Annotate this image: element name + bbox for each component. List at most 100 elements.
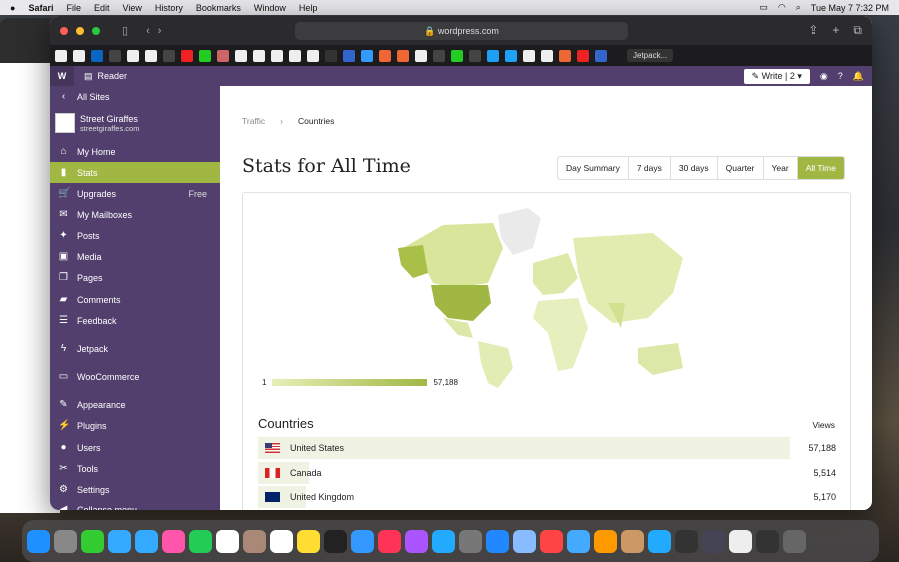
bookmark-icon[interactable] (397, 49, 409, 62)
dock-app-icon[interactable] (594, 529, 617, 553)
dock-app-icon[interactable] (648, 529, 671, 553)
dock-app-icon[interactable] (54, 529, 77, 553)
write-button[interactable]: ✎ Write | 2 ▾ (743, 68, 810, 84)
menu-edit[interactable]: Edit (93, 2, 110, 13)
bookmark-icon[interactable] (469, 49, 481, 62)
minimize-button[interactable] (76, 26, 84, 35)
clock[interactable]: Tue May 7 7:32 PM (810, 2, 889, 13)
bookmark-icon[interactable] (487, 49, 499, 62)
bookmark-icon[interactable] (55, 49, 67, 62)
forward-icon[interactable]: › (157, 24, 162, 37)
period-quarter[interactable]: Quarter (716, 157, 763, 179)
sidebar-item-settings[interactable]: ⚙ Settings (50, 479, 220, 500)
bookmark-icon[interactable] (145, 49, 157, 62)
dock-app-icon[interactable] (243, 529, 266, 553)
apple-icon[interactable]: ● (10, 2, 16, 13)
dock-app-icon[interactable] (216, 529, 239, 553)
bookmark-icon[interactable] (307, 49, 319, 62)
menu-app[interactable]: Safari (28, 2, 54, 13)
dock-app-icon[interactable] (729, 529, 752, 553)
bookmark-icon[interactable] (181, 49, 193, 62)
dock-app-icon[interactable] (783, 529, 806, 553)
dock-app-icon[interactable] (81, 529, 104, 553)
bookmark-icon[interactable] (523, 49, 535, 62)
period-30-days[interactable]: 30 days (669, 157, 717, 179)
table-row[interactable]: United States 57,188 (258, 437, 836, 459)
bookmark-icon[interactable] (379, 49, 391, 62)
sidebar-item-upgrades[interactable]: 🛒 Upgrades Free (50, 183, 220, 204)
bookmark-icon[interactable] (127, 49, 139, 62)
dock-app-icon[interactable] (324, 529, 347, 553)
help-icon[interactable]: ? (837, 71, 843, 81)
sidebar-item-users[interactable]: ● Users (50, 437, 220, 458)
dock-app-icon[interactable] (756, 529, 779, 553)
dock-app-icon[interactable] (297, 529, 320, 553)
sidebar-toggle-icon[interactable]: ▯ (122, 25, 129, 37)
bookmark-icon[interactable] (271, 49, 283, 62)
reader-link[interactable]: ▤ Reader (84, 71, 127, 82)
period-year[interactable]: Year (762, 157, 797, 179)
sidebar-item-plugins[interactable]: ⚡ Plugins (50, 415, 220, 436)
close-button[interactable] (60, 26, 68, 35)
dock-app-icon[interactable] (162, 529, 185, 553)
all-sites-link[interactable]: ‹ All Sites (50, 86, 220, 107)
dock-app-icon[interactable] (108, 529, 131, 553)
bookmark-icon[interactable] (325, 49, 337, 62)
sidebar-item-pages[interactable]: ❐ Pages (50, 267, 220, 288)
menu-help[interactable]: Help (298, 2, 318, 13)
search-icon[interactable]: ⌕ (795, 2, 801, 12)
dock-app-icon[interactable] (486, 529, 509, 553)
bookmark-icon[interactable] (163, 49, 175, 62)
wifi-icon[interactable]: ◠ (777, 2, 786, 12)
share-icon[interactable]: ⇪ (808, 23, 819, 37)
bookmark-icon[interactable] (91, 49, 103, 62)
bookmark-icon[interactable] (199, 49, 211, 62)
sidebar-item-posts[interactable]: ✦ Posts (50, 225, 220, 246)
sidebar-item-my-home[interactable]: ⌂ My Home (50, 141, 220, 162)
period-7-days[interactable]: 7 days (627, 157, 670, 179)
breadcrumb-traffic[interactable]: Traffic (242, 116, 266, 126)
dock-app-icon[interactable] (459, 529, 482, 553)
sidebar-item-collapse-menu[interactable]: ◀ Collapse menu (50, 499, 220, 510)
dock-app-icon[interactable] (135, 529, 158, 553)
sidebar-item-jetpack[interactable]: ϟ Jetpack (50, 338, 220, 359)
sidebar-item-stats[interactable]: ▮ Stats (50, 162, 220, 183)
bookmark-icon[interactable] (217, 49, 229, 62)
avatar[interactable]: ◉ (819, 70, 828, 81)
bookmark-icon[interactable] (451, 49, 463, 62)
sidebar-item-appearance[interactable]: ✎ Appearance (50, 394, 220, 415)
sidebar-item-comments[interactable]: ▰ Comments (50, 289, 220, 310)
sidebar-item-my-mailboxes[interactable]: ✉ My Mailboxes (50, 204, 220, 225)
bookmark-icon[interactable] (73, 49, 85, 62)
bookmark-icon[interactable] (253, 49, 265, 62)
tabs-overview-icon[interactable]: ⧉ (853, 23, 862, 37)
bookmark-icon[interactable] (343, 49, 355, 62)
back-icon[interactable]: ‹ (146, 24, 150, 37)
dock-app-icon[interactable] (270, 529, 293, 553)
bookmark-icon[interactable] (415, 49, 427, 62)
world-map[interactable] (393, 203, 693, 393)
bookmark-icon[interactable] (235, 49, 247, 62)
bookmark-icon[interactable] (505, 49, 517, 62)
menu-file[interactable]: File (66, 2, 81, 13)
sidebar-item-woocommerce[interactable]: ▭ WooCommerce (50, 366, 220, 387)
tab-jetpack[interactable]: Jetpack... (627, 49, 674, 62)
site-card[interactable]: Street Giraffes streetgiraffes.com (55, 113, 139, 133)
table-row[interactable]: United Kingdom 5,170 (258, 486, 836, 508)
dock-app-icon[interactable] (513, 529, 536, 553)
bookmark-icon[interactable] (289, 49, 301, 62)
menu-bookmarks[interactable]: Bookmarks (195, 2, 241, 13)
bookmark-icon[interactable] (361, 49, 373, 62)
dock-app-icon[interactable] (27, 529, 50, 553)
dock-app-icon[interactable] (567, 529, 590, 553)
period-all-time[interactable]: All Time (796, 157, 844, 179)
sidebar-item-media[interactable]: ▣ Media (50, 246, 220, 267)
menu-history[interactable]: History (154, 2, 183, 13)
sidebar-item-tools[interactable]: ✂ Tools (50, 458, 220, 479)
notifications-icon[interactable]: 🔔 (852, 70, 864, 81)
dock-app-icon[interactable] (405, 529, 428, 553)
bookmark-icon[interactable] (433, 49, 445, 62)
bookmark-icon[interactable] (595, 49, 607, 62)
bookmark-icon[interactable] (541, 49, 553, 62)
dock-app-icon[interactable] (702, 529, 725, 553)
